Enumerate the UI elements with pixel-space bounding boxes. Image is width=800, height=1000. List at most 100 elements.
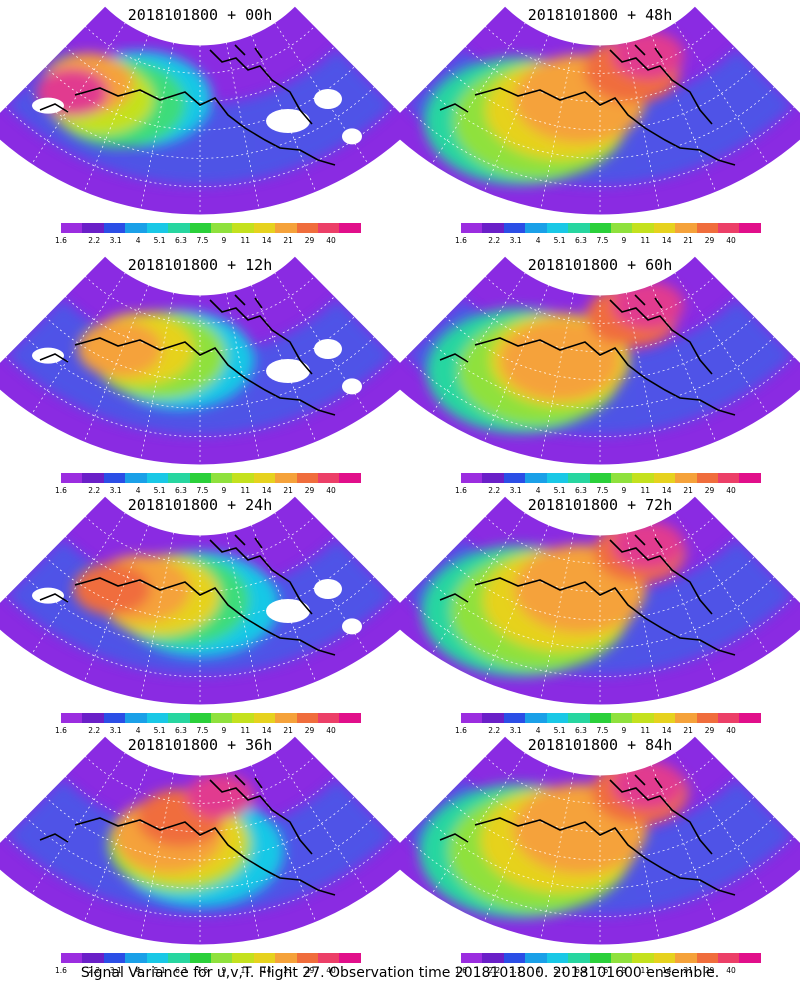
- latitude-line: [445, 796, 755, 861]
- colorbar-tick-label: 6.3: [575, 236, 587, 245]
- colorbar-segment: [339, 473, 361, 483]
- coastline: [439, 534, 736, 656]
- longitude-line: [274, 272, 369, 415]
- colorbar-segment: [82, 953, 104, 963]
- colorbar-tick-label: 21: [683, 236, 693, 245]
- longitude-line: [483, 34, 549, 193]
- colorbar-segment: [589, 473, 611, 483]
- colorbar-labels: 1.6 2.2 3.1 4 5.1 6.3 7.5 9 11 14 21 29 40: [55, 966, 361, 976]
- map-outline: [400, 735, 800, 946]
- colorbar-tick-label: 4: [135, 966, 141, 975]
- colorbar-segment: [103, 713, 126, 723]
- latitude-line: [464, 46, 736, 103]
- colorbar-segment: [546, 473, 569, 483]
- missing-data-gap: [314, 339, 342, 359]
- colorbar-tick-label: 29: [304, 966, 315, 975]
- map-outline: [0, 255, 400, 466]
- colorbar-tick-label: 9: [221, 236, 227, 245]
- colorbar-segment: [675, 223, 697, 233]
- latitude-line: [464, 536, 736, 593]
- colorbar-segment: [339, 713, 361, 723]
- colorbar-segment: [632, 223, 654, 233]
- coastline: [439, 774, 736, 896]
- latitude-line: [45, 796, 355, 861]
- colorbar-tick-label: 6.3: [175, 236, 187, 245]
- colorbar-segment: [168, 953, 190, 963]
- map-panel: 2018101800 + 60h 1.6 2.2 3.1 4 5.1 6.3 7.5 9 11 14…: [400, 250, 800, 500]
- coastline: [439, 294, 736, 416]
- colorbar-segment: [525, 953, 547, 963]
- latitude-line: [64, 776, 336, 833]
- colorbar-segment: [318, 713, 340, 723]
- colorbar: [61, 473, 361, 483]
- panel-title: 2018101800 + 48h: [527, 6, 673, 24]
- conic-projection-map: [400, 255, 800, 466]
- latitude-line: [64, 296, 336, 353]
- colorbar-tick-label: 7.5: [596, 486, 609, 495]
- longitude-line: [274, 22, 369, 165]
- colorbar-tick-label: 7.5: [596, 726, 609, 735]
- colorbar-tick-label: 21: [283, 726, 293, 735]
- latitude-line: [84, 515, 316, 564]
- colorbar-tick-label: 2.2: [488, 236, 501, 245]
- colorbar-segment: [675, 713, 697, 723]
- colorbar-segment: [210, 713, 233, 723]
- colorbar-segment: [632, 473, 654, 483]
- colorbar-tick-label: 40: [726, 726, 736, 735]
- colorbar-tick-label: 6.3: [575, 726, 587, 735]
- missing-data-gap: [266, 359, 310, 383]
- missing-data-gap: [32, 97, 64, 114]
- colorbar-segment: [589, 223, 611, 233]
- latitude-line: [84, 275, 316, 324]
- colorbar-segment: [482, 473, 504, 483]
- colorbar-segment: [610, 223, 633, 233]
- colorbar: [461, 473, 761, 483]
- colorbar-segment: [189, 953, 211, 963]
- longitude-line: [83, 284, 149, 443]
- longitude-line: [83, 34, 149, 193]
- coastline: [39, 534, 336, 656]
- missing-data-gap: [32, 587, 64, 604]
- colorbar-tick-label: 21: [683, 726, 693, 735]
- colorbar-labels: 1.6 2.2 3.1 4 5.1 6.3 7.5 9 11 14 21 29 40: [55, 726, 361, 736]
- colorbar-segment: [189, 713, 211, 723]
- colorbar-segment: [61, 713, 83, 723]
- latitude-line: [484, 275, 716, 324]
- colorbar-segment: [653, 953, 676, 963]
- variance-field: [108, 773, 284, 907]
- colorbar-tick-label: 2.2: [488, 486, 501, 495]
- longitude-line: [83, 524, 149, 683]
- colorbar-segment: [696, 223, 719, 233]
- colorbar-segment: [739, 953, 761, 963]
- colorbar-segment: [125, 953, 147, 963]
- colorbar-segment: [568, 473, 590, 483]
- longitude-line: [483, 764, 549, 923]
- latitude-line: [445, 556, 755, 621]
- map-outline: [400, 5, 800, 216]
- latitude-line: [25, 336, 375, 409]
- colorbar-segment: [232, 473, 254, 483]
- panel-title: 2018101800 + 84h: [527, 736, 673, 754]
- missing-data-gap: [342, 378, 362, 395]
- colorbar-segment: [61, 223, 83, 233]
- map-panel: 2018101800 + 48h 1.6 2.2 3.1 4 5.1 6.3 7.5 9 11 14…: [400, 0, 800, 250]
- colorbar-segment: [189, 223, 211, 233]
- map-outline: [400, 255, 800, 466]
- colorbar-tick-label: 7.5: [596, 236, 609, 245]
- colorbar-tick-label: 21: [683, 966, 693, 975]
- latitude-line: [25, 816, 375, 889]
- colorbar-tick-label: 11: [240, 726, 251, 735]
- colorbar-tick-label: 29: [704, 236, 715, 245]
- colorbar-tick-label: 5.1: [153, 236, 166, 245]
- conic-projection-map: [400, 735, 800, 946]
- colorbar-tick-label: 1.6: [455, 486, 467, 495]
- colorbar-tick-label: 1.6: [455, 966, 467, 975]
- colorbar-tick-label: 5.1: [153, 966, 166, 975]
- map-panel: 2018101800 + 24h 1.6 2.2 3.1 4 5.1 6.3 7.5 9 11 14…: [0, 490, 400, 740]
- panel-title: 2018101800 + 00h: [127, 6, 273, 24]
- colorbar-tick-label: 14: [661, 236, 672, 245]
- colorbar-tick-label: 7.5: [596, 966, 609, 975]
- colorbar-segment: [189, 473, 211, 483]
- colorbar-tick-label: 14: [661, 966, 672, 975]
- colorbar-tick-label: 2.2: [488, 966, 501, 975]
